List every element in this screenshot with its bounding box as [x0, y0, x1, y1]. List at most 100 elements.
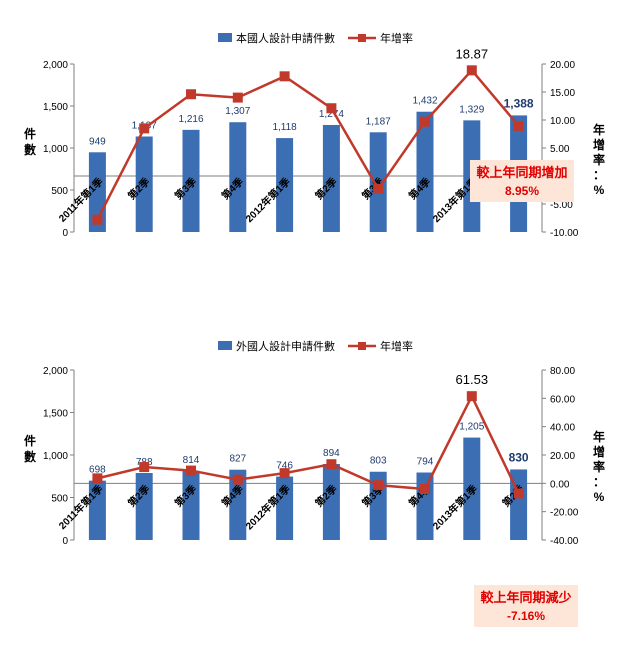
right-tick-label: 5.00: [550, 144, 570, 155]
left-tick-label: 0: [62, 536, 68, 547]
left-tick-label: 0: [62, 228, 68, 239]
growth-marker: [139, 123, 150, 134]
legend-bar-label: 本國人設計申請件數: [236, 31, 335, 45]
callout-line-1: 較上年同期減少: [480, 590, 571, 605]
growth-marker: [232, 92, 243, 103]
bar: [416, 472, 434, 540]
right-tick-label: -10.00: [550, 228, 579, 239]
right-tick-label: 80.00: [550, 366, 575, 377]
bar-value-label: 1,307: [225, 106, 250, 117]
growth-marker: [186, 465, 196, 476]
right-tick-label: 40.00: [550, 423, 575, 434]
y-axis-title-char: 數: [24, 449, 36, 464]
growth-marker: [92, 214, 103, 225]
growth-marker: [420, 116, 430, 127]
bar: [416, 111, 434, 232]
bar: [182, 129, 200, 232]
legend: 外國人設計申請件數 年增率: [218, 339, 413, 353]
bar: [182, 470, 200, 540]
growth-line: [97, 393, 520, 495]
bar: [463, 437, 481, 540]
y-axis-title-char: 件: [24, 126, 36, 141]
growth-marker: [232, 474, 243, 485]
bar: [322, 464, 340, 540]
bar-value-label: 1,432: [412, 96, 437, 107]
growth-marker: [513, 120, 524, 131]
bar-value-label: 949: [89, 136, 106, 147]
bar-value-label: 1,205: [459, 422, 484, 433]
legend-bar-swatch: [218, 33, 232, 42]
right-tick-label: -40.00: [550, 536, 579, 547]
growth-marker: [326, 103, 337, 114]
right-tick-label: 60.00: [550, 394, 575, 405]
chart-1: 本國人設計申請件數 年增率 0 500 1,000 1,500 2,000 -10.00 -5.…: [24, 31, 605, 239]
growth-marker: [326, 459, 337, 470]
bar-value-label: 814: [183, 455, 200, 466]
left-tick-label: 1,000: [43, 451, 68, 462]
legend-bar-swatch: [218, 341, 232, 350]
growth-marker: [513, 488, 524, 499]
growth-marker: [420, 484, 430, 494]
right-tick-label: 0.00: [550, 479, 570, 490]
bar-value-label: 830: [509, 450, 529, 464]
right-tick-label: -20.00: [550, 508, 579, 519]
growth-marker: [186, 89, 196, 100]
right-tick-label: 20.00: [550, 451, 575, 462]
y-axis-title-char: 件: [24, 433, 36, 448]
left-tick-label: 1,500: [43, 102, 68, 113]
bar-value-label: 746: [276, 461, 293, 472]
legend: 本國人設計申請件數 年增率: [218, 31, 413, 45]
right-tick-label: 20.00: [550, 60, 575, 71]
growth-marker: [466, 65, 477, 76]
right-tick-label: 10.00: [550, 116, 575, 127]
bar-value-label: 1,388: [504, 96, 534, 110]
left-tick-label: 500: [51, 494, 68, 505]
bar-value-label: 827: [229, 454, 246, 465]
right-tick-label: -5.00: [550, 200, 573, 211]
bar: [135, 136, 153, 232]
chart-2: 外國人設計申請件數 年增率 0 500 1,000 1,500 2,000 -40.00 -20…: [24, 339, 605, 627]
bar-value-label: 803: [370, 456, 387, 467]
bar-value-label: 1,216: [178, 114, 203, 125]
growth-marker: [92, 473, 103, 484]
bar: [276, 476, 294, 540]
growth-marker: [139, 462, 150, 473]
left-tick-label: 500: [51, 186, 68, 197]
callout-line-2: 8.95%: [505, 184, 539, 198]
growth-marker: [466, 391, 477, 402]
legend-line-label: 年增率: [380, 339, 413, 353]
legend-line-marker: [358, 34, 366, 42]
bar-value-label: 1,329: [459, 104, 484, 115]
growth-marker: [373, 183, 384, 194]
bar: [276, 138, 294, 232]
peak-growth-label: 61.53: [456, 372, 489, 387]
y2-axis-title: 年增率：%: [593, 122, 605, 197]
legend-bar-label: 外國人設計申請件數: [236, 339, 335, 353]
bar-value-label: 894: [323, 448, 340, 459]
growth-line: [96, 68, 520, 221]
bar: [88, 480, 106, 540]
left-tick-label: 2,000: [43, 60, 68, 71]
bar: [229, 469, 247, 540]
growth-marker: [279, 468, 290, 479]
callout-line-1: 較上年同期增加: [476, 165, 567, 180]
bar: [135, 473, 153, 540]
bar-value-label: 1,187: [366, 116, 391, 127]
bar-value-label: 698: [89, 465, 106, 476]
left-tick-label: 2,000: [43, 366, 68, 377]
peak-growth-label: 18.87: [456, 46, 489, 61]
y-axis-title-char: 數: [24, 142, 36, 157]
callout-box: [470, 160, 574, 202]
callout-line-2: -7.16%: [507, 609, 545, 623]
right-tick-label: 15.00: [550, 88, 575, 99]
bar-value-label: 794: [417, 457, 434, 468]
y2-axis-title: 年增率：%: [593, 429, 605, 504]
growth-marker: [373, 480, 384, 491]
growth-marker: [279, 71, 290, 82]
bar: [322, 124, 340, 232]
bar-value-label: 1,118: [272, 122, 297, 133]
bar-value-label: 1,274: [319, 109, 344, 120]
bar: [369, 132, 387, 232]
left-tick-label: 1,500: [43, 409, 68, 420]
